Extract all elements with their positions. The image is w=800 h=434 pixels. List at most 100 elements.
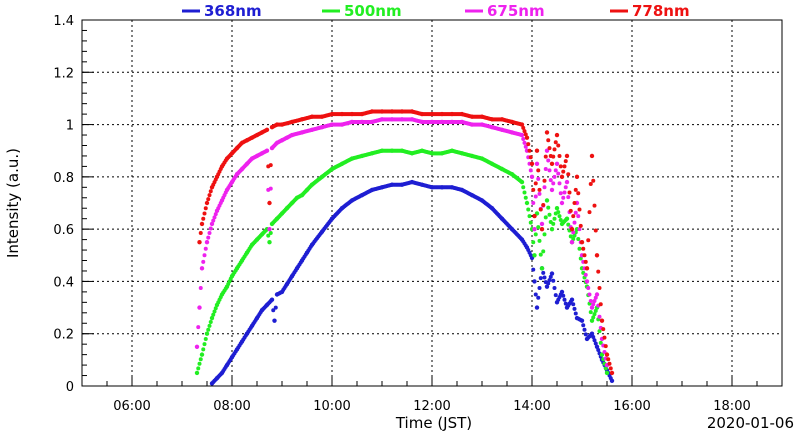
data-point	[546, 138, 551, 143]
data-point	[558, 217, 563, 222]
data-point	[207, 231, 212, 236]
data-point	[552, 216, 557, 221]
data-point	[549, 226, 555, 232]
data-point	[601, 327, 606, 332]
data-point	[543, 215, 548, 220]
x-tick-label: 12:00	[413, 399, 450, 414]
data-point	[208, 189, 213, 194]
data-point	[583, 272, 588, 277]
data-point	[266, 233, 271, 238]
series-778nm	[197, 109, 615, 376]
data-point	[211, 218, 216, 223]
data-point	[523, 195, 528, 200]
data-point	[203, 206, 208, 211]
data-point	[213, 306, 218, 311]
x-tick-label: 14:00	[513, 399, 550, 414]
data-point	[549, 187, 555, 193]
data-point	[551, 181, 556, 186]
data-point	[593, 228, 598, 233]
date-label: 2020-01-06	[707, 414, 794, 432]
data-point	[537, 285, 542, 290]
data-point	[521, 185, 526, 190]
data-point	[572, 201, 577, 205]
data-point	[603, 344, 608, 349]
data-point	[566, 222, 571, 227]
data-point	[594, 344, 600, 349]
data-point	[523, 132, 528, 137]
series-675nm	[194, 117, 610, 368]
data-point	[584, 279, 590, 284]
data-point	[552, 174, 557, 179]
data-point	[593, 295, 598, 300]
data-point	[592, 338, 597, 343]
data-point	[571, 214, 576, 219]
data-point	[558, 164, 563, 169]
data-point	[579, 318, 585, 323]
data-point	[528, 155, 533, 160]
data-point	[207, 323, 212, 328]
data-point	[609, 370, 615, 376]
data-point	[557, 214, 562, 219]
data-point	[537, 187, 542, 192]
data-point	[542, 275, 547, 280]
data-point	[568, 208, 573, 213]
data-point	[587, 210, 592, 215]
data-point	[206, 197, 211, 202]
data-point	[533, 181, 538, 186]
data-point	[534, 148, 540, 153]
data-point	[548, 178, 553, 183]
data-point	[569, 240, 575, 245]
y-tick-label: 0.6	[53, 223, 74, 238]
data-point	[591, 315, 596, 320]
data-point	[596, 269, 601, 274]
y-tick-label: 1.2	[53, 66, 74, 81]
data-point	[539, 221, 545, 227]
data-point	[571, 230, 576, 235]
legend-label: 675nm	[487, 2, 545, 20]
data-point	[199, 266, 205, 271]
data-point	[199, 352, 205, 357]
data-point	[552, 147, 557, 152]
legend-label: 500nm	[344, 2, 402, 20]
data-point	[576, 236, 581, 241]
data-point	[199, 221, 205, 227]
data-point	[572, 220, 577, 225]
data-point	[573, 311, 578, 316]
data-point	[593, 341, 598, 346]
data-point	[521, 136, 526, 141]
data-point	[566, 195, 571, 200]
data-point	[201, 216, 206, 221]
data-point	[519, 122, 525, 127]
data-point	[554, 206, 560, 211]
data-point	[553, 168, 558, 173]
y-tick-label: 0.8	[53, 171, 74, 186]
y-tick-label: 0.2	[53, 328, 74, 343]
data-point	[542, 178, 547, 183]
data-point	[208, 319, 213, 324]
data-point	[209, 315, 215, 321]
data-point	[554, 132, 560, 138]
legend-label: 368nm	[204, 2, 262, 20]
x-tick-label: 06:00	[113, 399, 150, 414]
data-point	[578, 223, 583, 228]
data-point	[268, 231, 273, 236]
legend: 368nm 500nm 675nm 778nm	[182, 2, 690, 20]
data-point	[596, 348, 601, 353]
data-point	[589, 331, 595, 336]
data-point	[541, 270, 546, 275]
data-point	[527, 214, 532, 219]
data-point	[532, 213, 537, 219]
data-point	[588, 182, 593, 187]
data-point	[594, 292, 600, 297]
data-point	[603, 366, 608, 371]
data-point	[522, 129, 527, 134]
data-point	[206, 327, 211, 332]
data-point	[561, 195, 566, 200]
data-point	[582, 327, 587, 332]
x-tick-label: 18:00	[713, 399, 750, 414]
data-point	[536, 176, 541, 181]
data-point	[204, 200, 210, 206]
data-point	[194, 370, 200, 376]
data-point	[544, 148, 550, 153]
data-point	[566, 172, 571, 177]
